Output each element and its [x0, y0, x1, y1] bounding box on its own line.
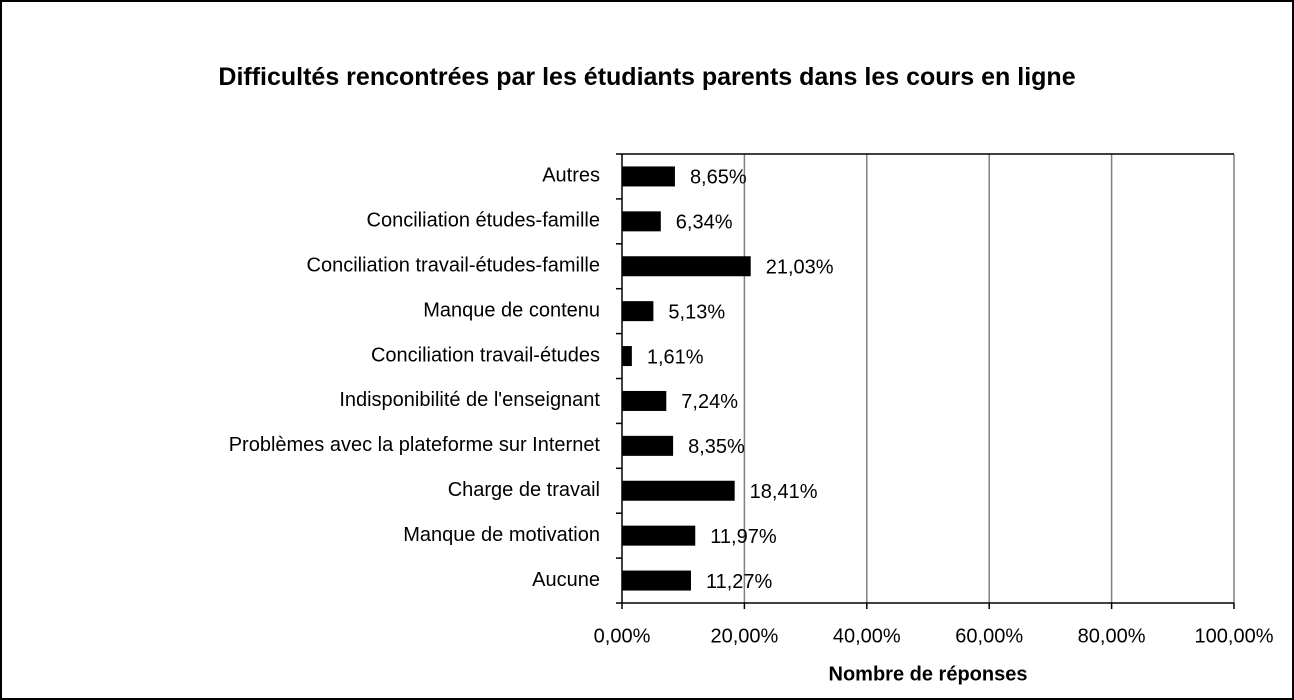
bar — [622, 480, 735, 501]
data-label: 11,27% — [706, 571, 773, 593]
y-tick-label: Manque de motivation — [403, 524, 600, 546]
bar — [622, 166, 675, 187]
bar — [622, 256, 751, 277]
x-tick-label: 60,00% — [955, 625, 1023, 647]
bar — [622, 390, 667, 411]
bar — [622, 346, 632, 367]
bar — [622, 525, 696, 546]
data-label: 1,61% — [647, 346, 704, 368]
y-tick-label: Aucune — [532, 569, 600, 591]
data-label: 7,24% — [681, 391, 738, 413]
data-label: 8,35% — [688, 436, 745, 458]
x-tick-label: 0,00% — [594, 625, 651, 647]
y-tick-label: Conciliation travail-études — [371, 344, 600, 366]
chart-title: Difficultés rencontrées par les étudiant… — [218, 63, 1076, 91]
y-tick-label: Conciliation travail-études-famille — [307, 255, 600, 277]
bar — [622, 435, 674, 456]
x-axis-label: Nombre de réponses — [829, 663, 1028, 685]
data-label: 21,03% — [766, 257, 834, 279]
y-tick-label: Indisponibilité de l'enseignant — [339, 389, 600, 411]
bar — [622, 211, 661, 232]
y-tick-label: Conciliation études-famille — [367, 210, 600, 232]
x-tick-label: 100,00% — [1195, 625, 1274, 647]
y-tick-label: Autres — [542, 165, 600, 187]
data-label: 11,97% — [710, 526, 777, 548]
bar — [622, 301, 654, 322]
x-tick-label: 40,00% — [833, 625, 901, 647]
x-tick-label: 80,00% — [1078, 625, 1146, 647]
data-label: 8,65% — [690, 167, 747, 189]
data-label: 5,13% — [668, 301, 725, 323]
data-label: 18,41% — [750, 481, 818, 503]
bar — [622, 570, 691, 591]
y-tick-label: Charge de travail — [448, 479, 600, 501]
y-tick-label: Problèmes avec la plateforme sur Interne… — [229, 434, 601, 456]
x-tick-label: 20,00% — [710, 625, 778, 647]
data-label: 6,34% — [676, 212, 733, 234]
y-tick-label: Manque de contenu — [423, 299, 600, 321]
